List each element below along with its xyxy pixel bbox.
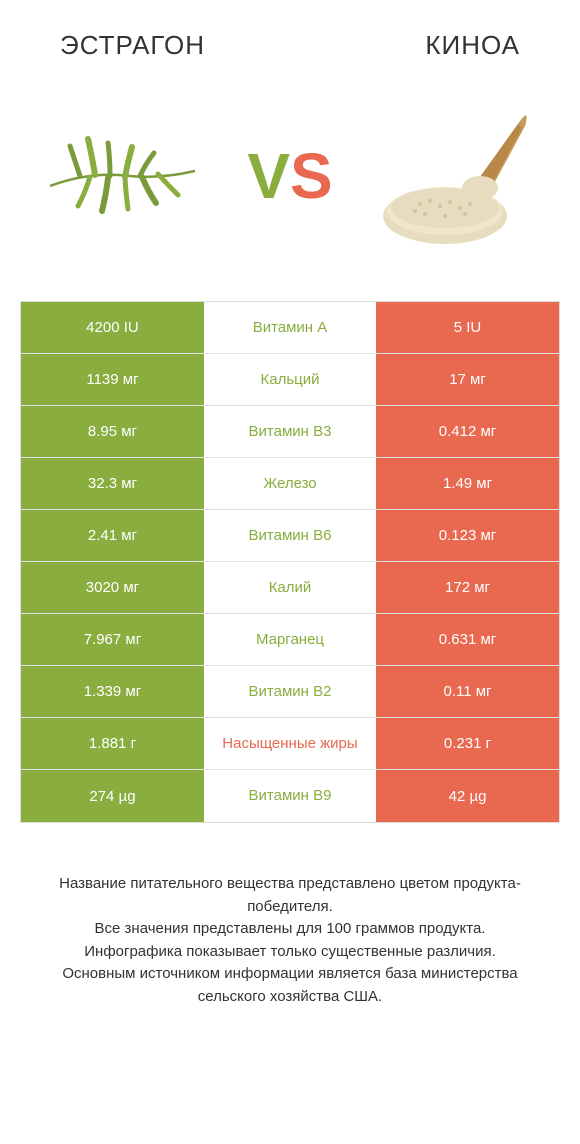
quinoa-image bbox=[370, 101, 540, 251]
right-value-cell: 0.231 г bbox=[376, 718, 559, 769]
nutrient-label: Витамин B6 bbox=[204, 510, 376, 561]
right-value-cell: 1.49 мг bbox=[376, 458, 559, 509]
vs-v: V bbox=[247, 140, 290, 212]
table-row: 32.3 мгЖелезо1.49 мг bbox=[21, 458, 559, 510]
right-value-cell: 0.11 мг bbox=[376, 666, 559, 717]
footnote-line: Инфографика показывает только существенн… bbox=[30, 941, 550, 964]
table-row: 8.95 мгВитамин B30.412 мг bbox=[21, 406, 559, 458]
header: ЭСТРАГОН КИНОА bbox=[20, 30, 560, 61]
right-value-cell: 0.412 мг bbox=[376, 406, 559, 457]
right-value-cell: 0.631 мг bbox=[376, 614, 559, 665]
vs-s: S bbox=[290, 140, 333, 212]
footnote: Название питательного вещества представл… bbox=[20, 873, 560, 1008]
table-row: 3020 мгКалий172 мг bbox=[21, 562, 559, 614]
left-value-cell: 4200 IU bbox=[21, 302, 204, 353]
left-value-cell: 7.967 мг bbox=[21, 614, 204, 665]
table-row: 1.881 гНасыщенные жиры0.231 г bbox=[21, 718, 559, 770]
left-value-cell: 8.95 мг bbox=[21, 406, 204, 457]
nutrient-label: Витамин A bbox=[204, 302, 376, 353]
left-value-cell: 1139 мг bbox=[21, 354, 204, 405]
images-row: VS bbox=[20, 91, 560, 261]
nutrient-label: Витамин B3 bbox=[204, 406, 376, 457]
nutrient-label: Железо bbox=[204, 458, 376, 509]
nutrient-label: Кальций bbox=[204, 354, 376, 405]
table-row: 7.967 мгМарганец0.631 мг bbox=[21, 614, 559, 666]
table-row: 274 µgВитамин B942 µg bbox=[21, 770, 559, 822]
left-value-cell: 274 µg bbox=[21, 770, 204, 822]
left-title: ЭСТРАГОН bbox=[60, 30, 205, 61]
right-value-cell: 0.123 мг bbox=[376, 510, 559, 561]
right-value-cell: 17 мг bbox=[376, 354, 559, 405]
footnote-line: Название питательного вещества представл… bbox=[30, 873, 550, 918]
nutrient-label: Марганец bbox=[204, 614, 376, 665]
right-value-cell: 172 мг bbox=[376, 562, 559, 613]
footnote-line: Основным источником информации является … bbox=[30, 963, 550, 1008]
left-value-cell: 1.339 мг bbox=[21, 666, 204, 717]
footnote-line: Все значения представлены для 100 граммо… bbox=[30, 918, 550, 941]
table-row: 1139 мгКальций17 мг bbox=[21, 354, 559, 406]
nutrient-label: Насыщенные жиры bbox=[204, 718, 376, 769]
nutrient-label: Калий bbox=[204, 562, 376, 613]
right-title: КИНОА bbox=[425, 30, 520, 61]
tarragon-image bbox=[40, 101, 210, 251]
table-row: 1.339 мгВитамин B20.11 мг bbox=[21, 666, 559, 718]
left-value-cell: 3020 мг bbox=[21, 562, 204, 613]
comparison-table: 4200 IUВитамин A5 IU1139 мгКальций17 мг8… bbox=[20, 301, 560, 823]
nutrient-label: Витамин B9 bbox=[204, 770, 376, 822]
nutrient-label: Витамин B2 bbox=[204, 666, 376, 717]
vs-label: VS bbox=[247, 139, 332, 213]
left-value-cell: 32.3 мг bbox=[21, 458, 204, 509]
right-value-cell: 5 IU bbox=[376, 302, 559, 353]
left-value-cell: 2.41 мг bbox=[21, 510, 204, 561]
right-value-cell: 42 µg bbox=[376, 770, 559, 822]
table-row: 2.41 мгВитамин B60.123 мг bbox=[21, 510, 559, 562]
left-value-cell: 1.881 г bbox=[21, 718, 204, 769]
table-row: 4200 IUВитамин A5 IU bbox=[21, 302, 559, 354]
